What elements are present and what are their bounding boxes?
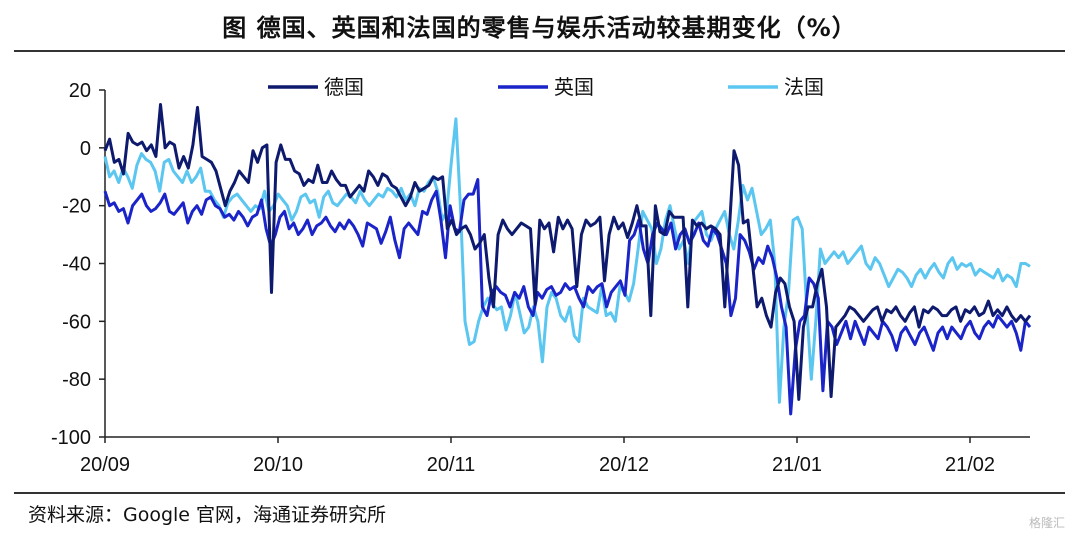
line-chart: 20 0 -20 -40 -60 -80 -100 20/09 20/10 20/11 20/12… (51, 75, 1032, 476)
chart-axes (104, 90, 1030, 438)
x-tick-label: 20/12 (599, 454, 649, 476)
x-axis-ticks: 20/09 20/10 20/11 20/12 21/01 21/02 (80, 437, 995, 476)
x-tick-label: 20/09 (80, 454, 130, 476)
legend-label: 英国 (554, 75, 594, 99)
chart-title: 图 德国、英国和法国的零售与娱乐活动较基期变化（%） (222, 14, 857, 42)
y-tick-label: 0 (80, 138, 91, 160)
x-tick-label: 21/01 (772, 454, 822, 476)
source-divider (14, 492, 1065, 494)
chart-legend: 德国 英国 法国 (268, 75, 824, 99)
series-line-1 (103, 178, 1032, 416)
legend-label: 法国 (784, 75, 824, 99)
series-line-2 (103, 117, 1031, 404)
x-tick-label: 20/10 (253, 454, 303, 476)
x-tick-label: 21/02 (945, 454, 995, 476)
x-tick-label: 20/11 (427, 454, 476, 476)
y-axis-ticks: 20 0 -20 -40 -60 -80 -100 (51, 80, 105, 449)
watermark-logo: 格隆汇 (1028, 516, 1065, 530)
y-tick-label: -40 (62, 254, 91, 276)
y-tick-label: -100 (51, 427, 91, 449)
title-divider (14, 50, 1065, 52)
chart-series-lines (103, 103, 1032, 416)
y-tick-label: -80 (62, 369, 91, 391)
y-tick-label: -20 (62, 196, 91, 218)
series-line-0 (103, 103, 1032, 401)
source-note: 资料来源：Google 官网，海通证券研究所 (28, 504, 387, 526)
y-tick-label: 20 (69, 80, 91, 102)
y-tick-label: -60 (62, 311, 91, 333)
legend-label: 德国 (324, 75, 364, 99)
